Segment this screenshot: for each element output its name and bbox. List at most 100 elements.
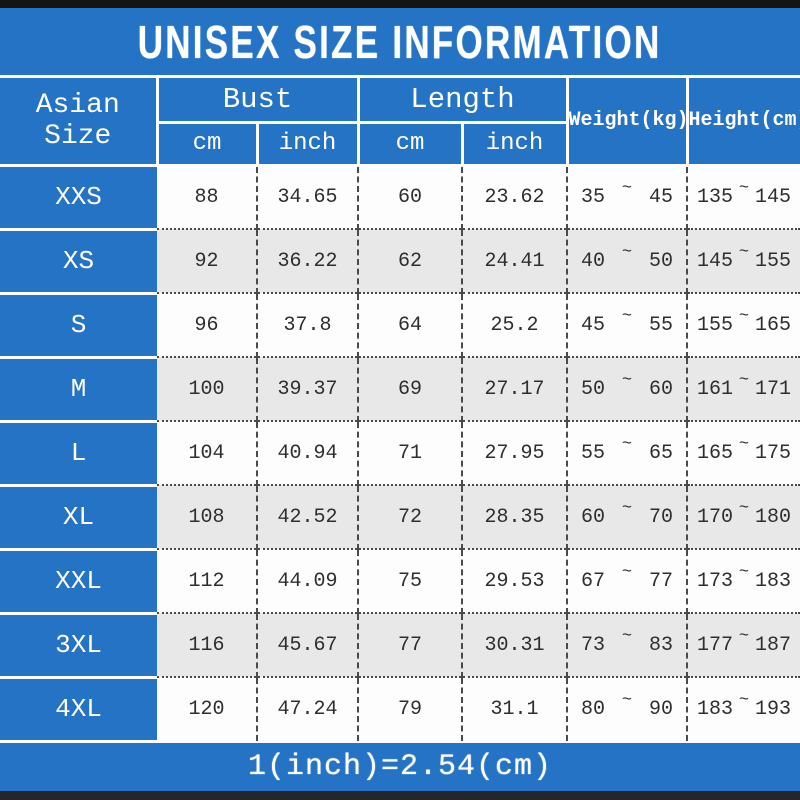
bust-cm-cell: 104: [157, 420, 257, 485]
tilde-symbol: ~: [621, 306, 633, 326]
tilde-symbol: ~: [621, 370, 633, 390]
weight-range-cell: 50 ~60: [566, 356, 688, 421]
weight-max: 45: [648, 185, 673, 209]
weight-range-cell: 67 ~77: [566, 548, 688, 613]
length-inch-cell: 29.53: [460, 548, 568, 613]
length-cm-cell: 75: [357, 548, 462, 613]
length-cm-cell: 72: [357, 484, 462, 549]
tilde-symbol: ~: [738, 306, 750, 326]
height-min: 135: [697, 185, 734, 209]
header-sub-row: cm inch cm inch: [0, 122, 800, 167]
bust-cm-cell: 100: [157, 356, 257, 421]
top-border-bar: [0, 0, 800, 8]
height-max: 145: [754, 185, 791, 209]
table-row-xl: XL 108 42.52 72 28.35 60 ~70 170 ~180: [0, 484, 800, 551]
size-cell: XL: [0, 485, 157, 551]
size-cell: S: [0, 293, 157, 359]
height-max: 193: [754, 698, 791, 721]
weight-range-cell: 45 ~55: [566, 292, 688, 357]
subcol-bust-cm: cm: [157, 122, 259, 167]
conversion-note: 1(inch)=2.54(cm): [247, 749, 553, 784]
tilde-symbol: ~: [621, 242, 633, 262]
height-range-cell: 173 ~183: [686, 548, 800, 613]
tilde-symbol: ~: [738, 626, 750, 646]
length-cm-cell: 77: [357, 612, 462, 677]
subcol-bust-inch: inch: [257, 122, 360, 167]
bust-inch-cell: 45.67: [256, 612, 358, 677]
col-header-length: Length: [358, 78, 569, 124]
weight-max: 83: [648, 633, 673, 657]
tilde-symbol: ~: [738, 691, 750, 710]
bust-inch-cell: 37.8: [256, 292, 358, 357]
length-inch-cell: 28.35: [460, 484, 568, 549]
height-max: 171: [754, 377, 791, 401]
bust-cm-cell: 120: [157, 676, 257, 741]
weight-range-cell: 80 ~90: [566, 676, 688, 741]
bust-cm-cell: 108: [157, 484, 257, 549]
col-header-height: Height(cm): [687, 78, 800, 167]
bust-cm-cell: 88: [157, 165, 257, 229]
bust-cm-cell: 112: [157, 548, 257, 613]
tilde-symbol: ~: [621, 562, 633, 582]
weight-range-cell: 40 ~50: [566, 228, 688, 293]
table-row-xxs: XXS 88 34.65 60 23.62 35 ~45 135 ~145: [0, 165, 800, 231]
length-inch-cell: 30.31: [460, 612, 568, 677]
length-cm-cell: 71: [357, 420, 462, 485]
weight-min: 67: [581, 569, 606, 593]
bust-cm-cell: 96: [157, 292, 257, 357]
tilde-symbol: ~: [738, 242, 750, 262]
bust-inch-cell: 47.24: [256, 676, 358, 741]
tilde-symbol: ~: [738, 434, 750, 454]
height-max: 155: [754, 249, 791, 273]
col-header-bust: Bust: [157, 78, 360, 124]
height-min: 145: [697, 249, 734, 273]
bust-inch-cell: 39.37: [256, 356, 358, 421]
bottom-border-bar: [0, 791, 800, 800]
height-min: 161: [697, 377, 734, 401]
tilde-symbol: ~: [621, 434, 633, 454]
weight-range-cell: 55 ~65: [566, 420, 688, 485]
size-cell: M: [0, 357, 157, 423]
length-cm-cell: 64: [357, 292, 462, 357]
table-header: Asian Size Bust Length Weight(kg) Height…: [0, 78, 800, 167]
subcol-length-inch: inch: [462, 122, 569, 167]
size-cell: XXL: [0, 549, 157, 615]
weight-min: 55: [581, 441, 606, 465]
tilde-symbol: ~: [738, 562, 750, 582]
weight-range-cell: 35 ~45: [566, 165, 688, 229]
height-range-cell: 155 ~165: [686, 292, 800, 357]
height-range-cell: 177 ~187: [686, 612, 800, 677]
table-body: XXS 88 34.65 60 23.62 35 ~45 135 ~145 XS 9…: [0, 165, 800, 743]
col-header-weight: Weight(kg): [567, 78, 689, 167]
length-inch-cell: 25.2: [460, 292, 568, 357]
size-table: Asian Size Bust Length Weight(kg) Height…: [0, 78, 800, 743]
bust-inch-cell: 34.65: [256, 165, 358, 229]
height-range-cell: 135 ~145: [686, 165, 800, 229]
bust-cm-cell: 116: [157, 612, 257, 677]
length-inch-cell: 31.1: [460, 676, 568, 741]
header-group-row: Asian Size Bust Length Weight(kg) Height…: [0, 78, 800, 167]
weight-max: 50: [648, 249, 673, 273]
height-range-cell: 145 ~155: [686, 228, 800, 293]
bust-inch-cell: 42.52: [256, 484, 358, 549]
weight-min: 73: [581, 633, 606, 657]
length-cm-cell: 79: [357, 676, 462, 741]
height-max: 187: [754, 633, 791, 657]
tilde-symbol: ~: [621, 691, 633, 710]
size-cell: XS: [0, 229, 157, 295]
table-row-m: M 100 39.37 69 27.17 50 ~60 161 ~171: [0, 356, 800, 423]
bust-cm-cell: 92: [157, 228, 257, 293]
tilde-symbol: ~: [621, 498, 633, 518]
weight-max: 60: [648, 377, 673, 401]
weight-max: 90: [648, 698, 673, 721]
tilde-symbol: ~: [738, 178, 750, 198]
height-max: 165: [754, 313, 791, 337]
size-cell: 4XL: [0, 677, 157, 743]
length-inch-cell: 24.41: [460, 228, 568, 293]
tilde-symbol: ~: [621, 178, 633, 198]
title-bar: UNISEX SIZE INFORMATION: [0, 8, 800, 78]
height-min: 170: [697, 505, 734, 529]
table-row-xxl: XXL 112 44.09 75 29.53 67 ~77 173 ~183: [0, 548, 800, 615]
weight-min: 60: [581, 505, 606, 529]
